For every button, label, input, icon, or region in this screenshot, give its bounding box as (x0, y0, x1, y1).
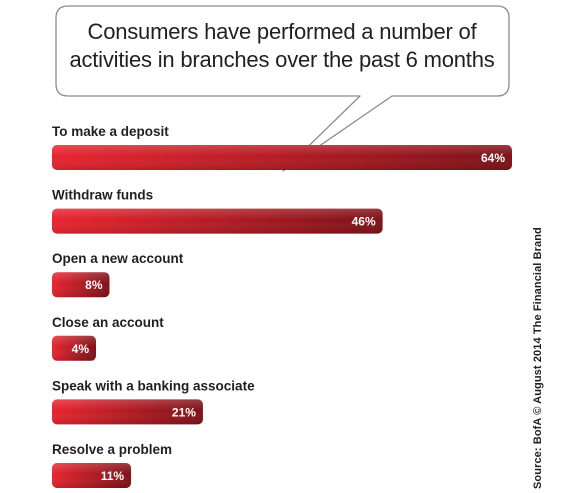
value-label: 64% (481, 151, 505, 165)
bar-group: Close an account 4% (52, 315, 164, 361)
value-label: 4% (72, 342, 90, 356)
chart-title: Consumers have performed a number of act… (69, 19, 495, 72)
value-label: 46% (352, 215, 376, 229)
value-label: 11% (101, 469, 125, 483)
bar-highlight (52, 463, 132, 488)
bar-highlight (52, 335, 96, 361)
category-label: Open a new account (52, 251, 184, 266)
value-label: 21% (172, 405, 196, 419)
value-label: 8% (85, 278, 103, 292)
bar-highlight (52, 208, 383, 234)
category-label: Withdraw funds (52, 188, 153, 203)
bar-highlight (52, 399, 203, 425)
category-label: To make a deposit (52, 124, 169, 139)
category-label: Close an account (52, 315, 164, 330)
category-label: Resolve a problem (52, 442, 172, 457)
category-label: Speak with a banking associate (52, 378, 255, 393)
bar-group: Resolve a problem 11% (52, 442, 172, 488)
source-note: Source: BofA © August 2014 The Financial… (532, 227, 544, 489)
bar-group: Speak with a banking associate 21% (52, 378, 255, 425)
bars-layer: To make a deposit 64% Withdraw funds 46% Ope… (52, 124, 512, 488)
bar-group: Withdraw funds 46% (52, 188, 383, 234)
bar-group: To make a deposit 64% (52, 124, 512, 170)
bar-highlight (52, 272, 110, 298)
bar-highlight (52, 145, 512, 170)
bar-group: Open a new account 8% (52, 251, 184, 298)
